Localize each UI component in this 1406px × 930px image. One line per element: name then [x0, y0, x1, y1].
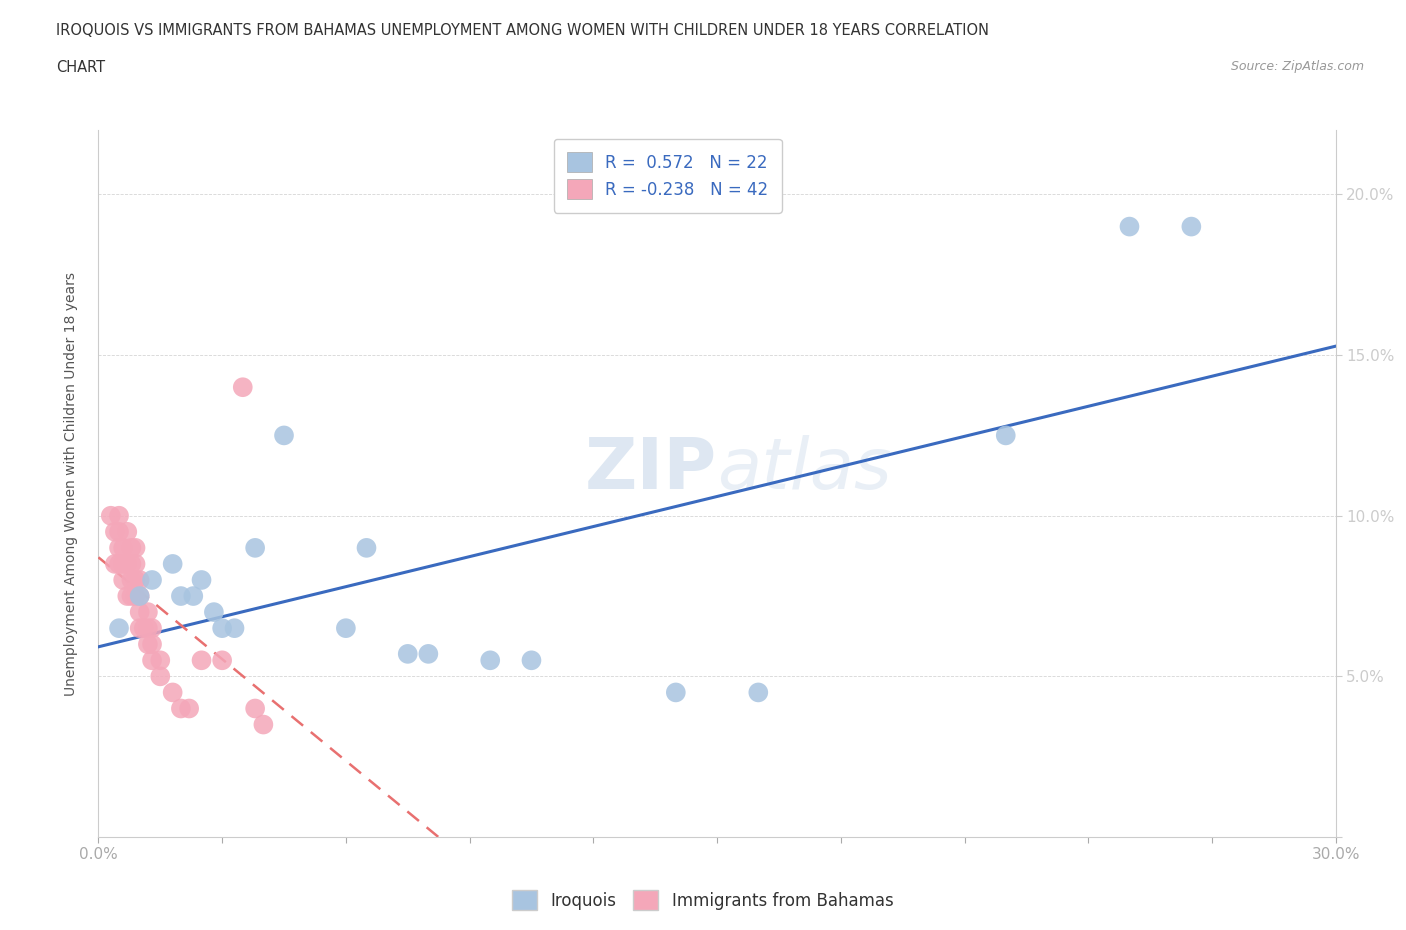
Point — [124, 589, 146, 604]
Point — [108, 620, 131, 635]
Point — [190, 573, 212, 588]
Point — [243, 701, 266, 716]
Point — [141, 620, 163, 635]
Point — [141, 637, 163, 652]
Point — [232, 379, 254, 394]
Legend: R =  0.572   N = 22, R = -0.238   N = 42: R = 0.572 N = 22, R = -0.238 N = 42 — [554, 139, 782, 213]
Point — [149, 653, 172, 668]
Point — [120, 589, 142, 604]
Point — [396, 646, 419, 661]
Point — [124, 556, 146, 571]
Point — [224, 620, 246, 635]
Point — [243, 540, 266, 555]
Point — [149, 669, 172, 684]
Point — [120, 573, 142, 588]
Point — [520, 653, 543, 668]
Point — [112, 556, 135, 571]
Point — [211, 620, 233, 635]
Legend: Iroquois, Immigrants from Bahamas: Iroquois, Immigrants from Bahamas — [506, 884, 900, 917]
Point — [117, 589, 139, 604]
Point — [104, 525, 127, 539]
Text: CHART: CHART — [56, 60, 105, 75]
Point — [273, 428, 295, 443]
Point — [132, 620, 155, 635]
Point — [117, 556, 139, 571]
Point — [120, 540, 142, 555]
Point — [1118, 219, 1140, 234]
Text: IROQUOIS VS IMMIGRANTS FROM BAHAMAS UNEMPLOYMENT AMONG WOMEN WITH CHILDREN UNDER: IROQUOIS VS IMMIGRANTS FROM BAHAMAS UNEM… — [56, 23, 990, 38]
Point — [136, 637, 159, 652]
Point — [665, 685, 688, 700]
Point — [104, 556, 127, 571]
Point — [117, 525, 139, 539]
Text: atlas: atlas — [717, 435, 891, 504]
Point — [356, 540, 378, 555]
Point — [211, 653, 233, 668]
Point — [108, 509, 131, 524]
Point — [124, 540, 146, 555]
Point — [1180, 219, 1202, 234]
Point — [162, 556, 184, 571]
Point — [418, 646, 440, 661]
Point — [108, 556, 131, 571]
Point — [112, 573, 135, 588]
Point — [162, 685, 184, 700]
Point — [128, 620, 150, 635]
Point — [128, 589, 150, 604]
Point — [120, 556, 142, 571]
Point — [170, 589, 193, 604]
Point — [108, 540, 131, 555]
Point — [202, 604, 225, 619]
Point — [112, 540, 135, 555]
Point — [747, 685, 769, 700]
Point — [335, 620, 357, 635]
Point — [124, 573, 146, 588]
Point — [141, 653, 163, 668]
Point — [100, 509, 122, 524]
Point — [128, 589, 150, 604]
Point — [128, 573, 150, 588]
Point — [136, 620, 159, 635]
Point — [128, 604, 150, 619]
Point — [479, 653, 502, 668]
Point — [994, 428, 1017, 443]
Point — [170, 701, 193, 716]
Point — [179, 701, 201, 716]
Text: Source: ZipAtlas.com: Source: ZipAtlas.com — [1230, 60, 1364, 73]
Text: ZIP: ZIP — [585, 435, 717, 504]
Point — [252, 717, 274, 732]
Point — [108, 525, 131, 539]
Point — [141, 573, 163, 588]
Point — [190, 653, 212, 668]
Point — [181, 589, 204, 604]
Y-axis label: Unemployment Among Women with Children Under 18 years: Unemployment Among Women with Children U… — [63, 272, 77, 696]
Point — [136, 604, 159, 619]
